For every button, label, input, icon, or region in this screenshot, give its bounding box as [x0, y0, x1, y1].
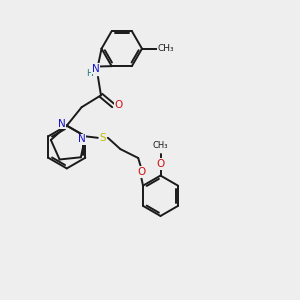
Text: H: H: [86, 68, 93, 77]
Text: N: N: [58, 118, 66, 128]
Text: N: N: [78, 134, 85, 144]
Text: CH₃: CH₃: [158, 44, 174, 53]
Text: S: S: [99, 133, 106, 143]
Text: N: N: [92, 64, 100, 74]
Text: O: O: [137, 167, 145, 177]
Text: CH₃: CH₃: [153, 141, 168, 150]
Text: O: O: [156, 159, 165, 169]
Text: O: O: [115, 100, 123, 110]
